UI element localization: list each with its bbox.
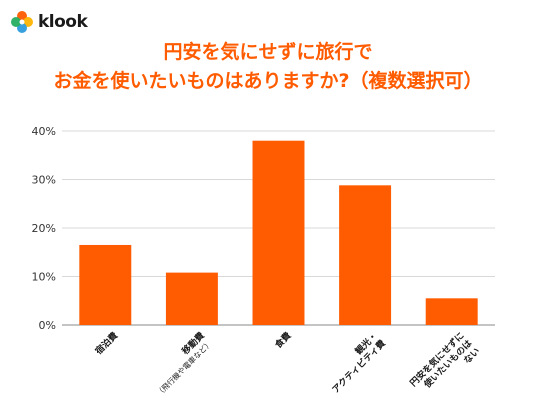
y-tick-label: 30% — [32, 174, 56, 187]
y-tick-label: 0% — [39, 319, 56, 332]
y-tick-label: 10% — [32, 271, 56, 284]
chart-title: 円安を気にせずに旅行で お金を使いたいものはありますか?（複数選択可） — [0, 38, 536, 96]
x-category-label-line: 食費 — [272, 329, 294, 351]
brand-logo: klook — [10, 10, 88, 34]
bars — [79, 140, 478, 325]
brand-name: klook — [38, 12, 88, 32]
x-category-label-4: 観光・アクティビティ費 — [330, 329, 388, 395]
klook-pinwheel-icon — [11, 11, 33, 33]
x-category-label-2: 移動費（飛行機や電車など） — [154, 329, 214, 398]
y-tick-label: 20% — [32, 222, 56, 235]
y-axis-tick-labels: 0% 10% 20% 30% 40% — [32, 125, 56, 332]
x-axis-category-labels: 宿泊費 移動費（飛行機や電車など） 食費 観光・アクティビティ費 円安を気にせずに使いた… — [93, 329, 483, 398]
bar-5 — [425, 298, 478, 325]
bar-4 — [339, 185, 392, 325]
bar-3 — [252, 140, 305, 325]
chart-title-line-1: 円安を気にせずに旅行で — [163, 41, 373, 63]
x-category-label-3: 食費 — [272, 329, 294, 351]
y-tick-label: 40% — [32, 125, 56, 138]
bar-2 — [165, 272, 218, 325]
x-category-label-line: 宿泊費 — [93, 329, 121, 357]
x-category-label-1: 宿泊費 — [93, 329, 121, 357]
bar-1 — [79, 244, 132, 325]
chart-title-line-2: お金を使いたいものはありますか?（複数選択可） — [53, 70, 483, 92]
